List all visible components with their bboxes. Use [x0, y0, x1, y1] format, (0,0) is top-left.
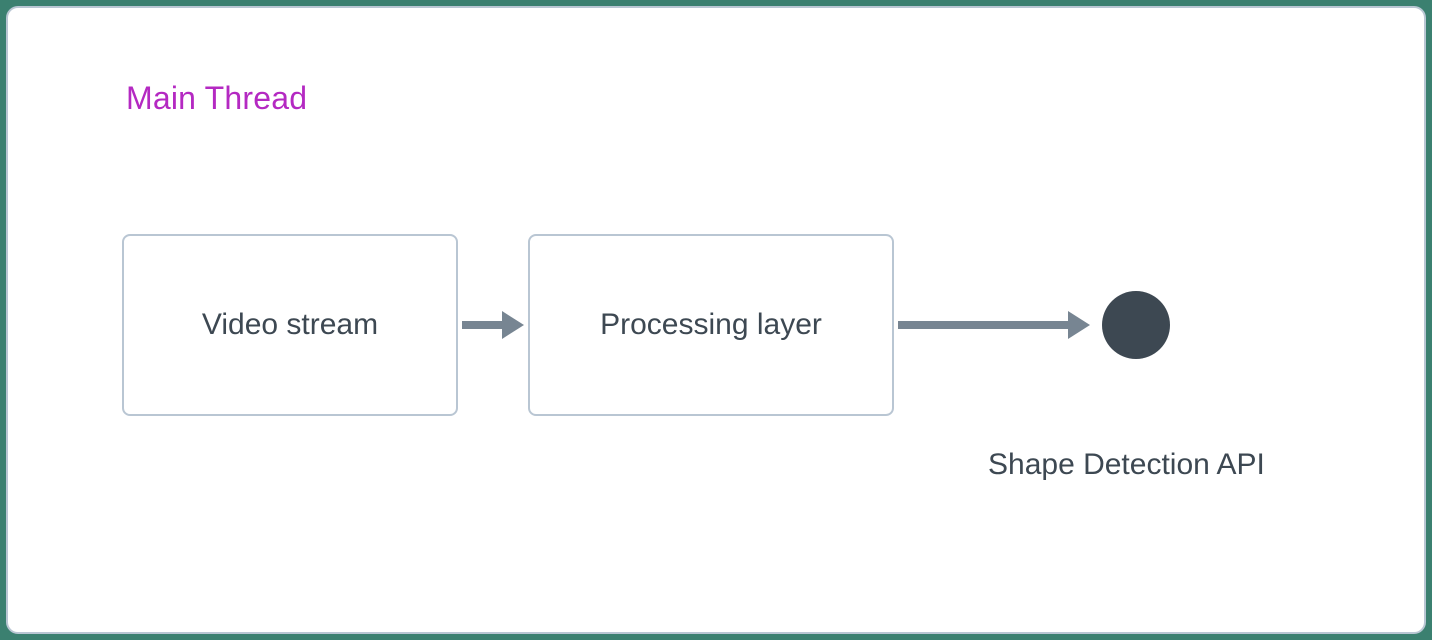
- node-shape-detection-api-label: Shape Detection API: [988, 448, 1265, 482]
- edge-arrow-2: [898, 305, 1092, 345]
- edge-arrow-1: [462, 305, 526, 345]
- panel-title: Main Thread: [126, 80, 307, 117]
- node-video-stream: Video stream: [122, 234, 458, 416]
- node-video-stream-label: Video stream: [202, 310, 378, 340]
- diagram-outer: Main Thread Video stream Processing laye…: [0, 0, 1432, 640]
- node-shape-detection-api-circle: [1102, 291, 1170, 359]
- main-thread-panel: Main Thread Video stream Processing laye…: [6, 6, 1426, 634]
- node-processing-layer-label: Processing layer: [600, 310, 822, 340]
- node-processing-layer: Processing layer: [528, 234, 894, 416]
